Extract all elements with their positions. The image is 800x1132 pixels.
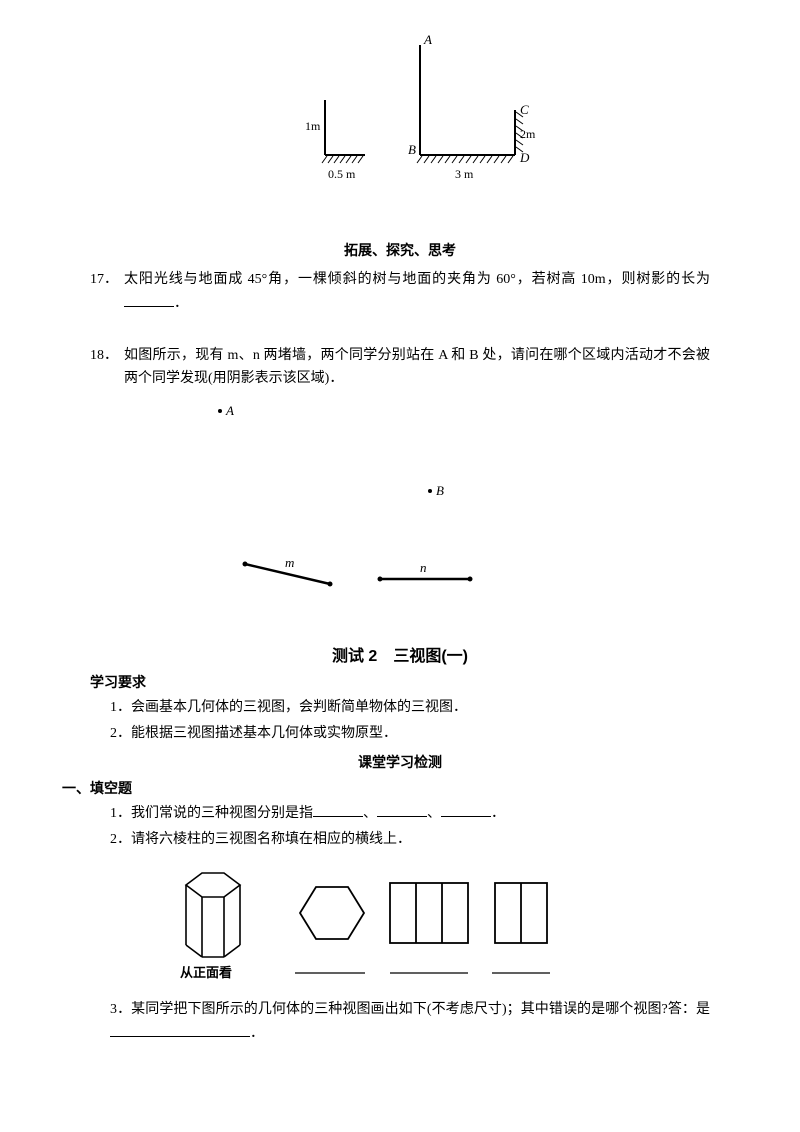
fq1-blank3[interactable] <box>441 802 491 817</box>
label-C: C <box>520 102 529 117</box>
label-A: A <box>423 32 432 47</box>
req-1: 1．会画基本几何体的三视图，会判断简单物体的三视图． <box>110 696 710 720</box>
fq3-b: ． <box>250 1026 264 1041</box>
fig-q18-svg: A B m n <box>150 399 510 609</box>
fq1-a: 1．我们常说的三种视图分别是指 <box>110 806 313 821</box>
fq1-sep2: 、 <box>427 806 441 821</box>
label-0.5m: 0.5 m <box>328 167 356 181</box>
label-1m: 1m <box>305 119 321 133</box>
label-n: n <box>420 560 427 575</box>
requirements-title: 学习要求 <box>90 672 710 692</box>
test-2-title: 测试 2 三视图(一) <box>90 642 710 666</box>
figure-walls: A B m n <box>150 399 710 614</box>
label-B2: B <box>436 483 444 498</box>
q17-text-b: ． <box>174 296 188 311</box>
q18-num: 18． <box>90 344 124 368</box>
fig-top-svg: 1m 0.5 m A B C 2m D <box>240 30 560 205</box>
label-B: B <box>408 142 416 157</box>
fill-q2: 2．请将六棱柱的三视图名称填在相应的横线上． <box>110 828 710 852</box>
fig-prism-svg: 从正面看 <box>150 855 570 985</box>
fq3-a: 3．某同学把下图所示的几何体的三种视图画出如下(不考虑尺寸)；其中错误的是哪个视… <box>110 1002 710 1017</box>
q17-text-a: 太阳光线与地面成 45°角，一棵倾斜的树与地面的夹角为 60°，若树高 10m，… <box>124 272 710 287</box>
fill-q3: 3．某同学把下图所示的几何体的三种视图画出如下(不考虑尺寸)；其中错误的是哪个视… <box>110 998 710 1046</box>
fill-blank-title: 一、填空题 <box>62 778 710 798</box>
fq1-b: ． <box>491 806 505 821</box>
fq1-blank2[interactable] <box>377 802 427 817</box>
label-A2: A <box>225 403 234 418</box>
page: 1m 0.5 m A B C 2m D <box>0 0 800 1088</box>
label-3m: 3 m <box>455 167 474 181</box>
fq1-blank1[interactable] <box>313 802 363 817</box>
label-2m: 2m <box>520 127 536 141</box>
q17-num: 17． <box>90 268 124 292</box>
label-D: D <box>519 150 530 165</box>
classroom-check-title: 课堂学习检测 <box>90 752 710 772</box>
question-18: 18． 如图所示，现有 m、n 两堵墙，两个同学分别站在 A 和 B 处，请问在… <box>90 344 710 392</box>
fq3-blank[interactable] <box>110 1022 250 1037</box>
q17-blank[interactable] <box>124 292 174 307</box>
fq1-sep1: 、 <box>363 806 377 821</box>
fill-q1: 1．我们常说的三种视图分别是指 、 、 ． <box>110 802 710 826</box>
req-2: 2．能根据三视图描述基本几何体或实物原型． <box>110 722 710 746</box>
figure-shadow-wall: 1m 0.5 m A B C 2m D <box>90 30 710 210</box>
q18-text: 如图所示，现有 m、n 两堵墙，两个同学分别站在 A 和 B 处，请问在哪个区域… <box>90 344 710 392</box>
label-m: m <box>285 555 294 570</box>
question-17: 17． 太阳光线与地面成 45°角，一棵倾斜的树与地面的夹角为 60°，若树高 … <box>90 268 710 316</box>
prism-caption: 从正面看 <box>180 965 232 980</box>
section-extend-title: 拓展、探究、思考 <box>90 240 710 260</box>
figure-hex-prism: 从正面看 <box>150 855 710 990</box>
